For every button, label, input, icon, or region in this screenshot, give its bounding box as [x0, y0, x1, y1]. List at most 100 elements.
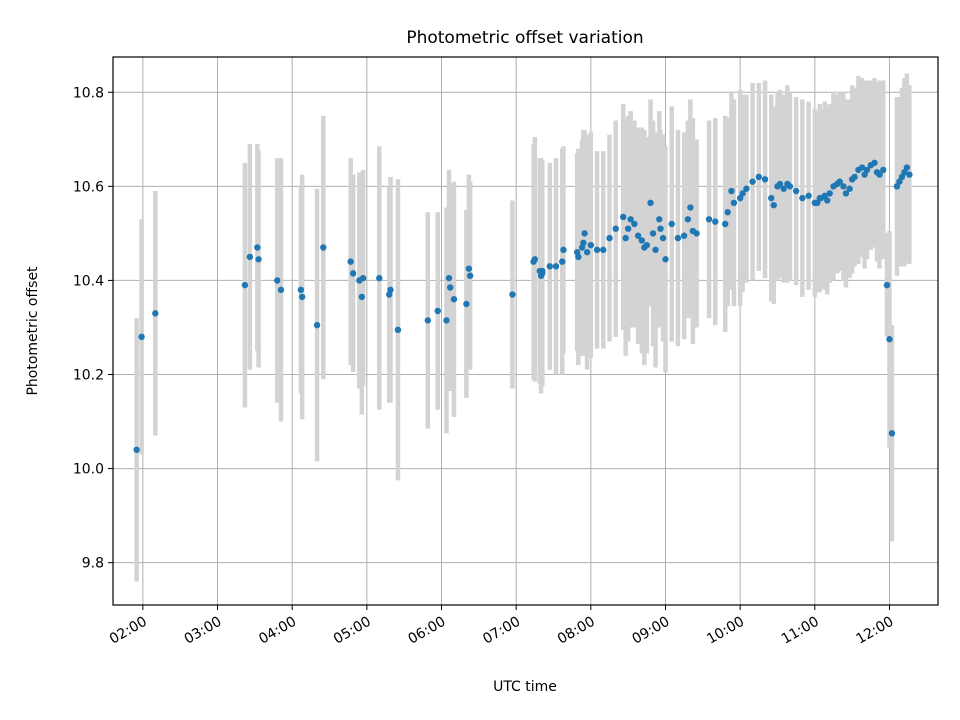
data-point — [656, 216, 663, 223]
data-point — [776, 180, 784, 188]
data-point — [359, 274, 367, 282]
data-point — [600, 246, 607, 254]
data-point — [739, 190, 746, 197]
data-point — [387, 286, 394, 294]
y-tick-label: 10.8 — [73, 85, 104, 101]
data-point — [842, 190, 850, 197]
data-point — [724, 209, 731, 216]
data-point — [846, 185, 853, 192]
data-point — [631, 220, 638, 228]
data-point — [722, 220, 729, 228]
data-point — [443, 317, 450, 324]
data-point — [297, 286, 305, 294]
data-point — [821, 192, 828, 199]
data-point — [313, 321, 321, 329]
data-point — [861, 171, 868, 178]
data-point — [736, 194, 744, 202]
data-point — [358, 293, 366, 301]
data-point — [851, 173, 858, 181]
data-point — [445, 274, 453, 282]
data-point — [643, 241, 651, 249]
data-point — [674, 234, 682, 242]
data-point — [622, 234, 629, 242]
data-point — [539, 267, 546, 275]
data-point — [612, 225, 619, 232]
y-tick-label: 10.4 — [73, 273, 104, 289]
data-point — [465, 265, 473, 272]
data-point — [901, 169, 908, 176]
data-point — [888, 430, 896, 437]
data-point — [552, 263, 560, 270]
data-point — [246, 253, 254, 261]
data-point — [627, 216, 634, 223]
y-tick-label: 10.0 — [73, 462, 104, 478]
data-point — [634, 232, 642, 239]
y-tick-label: 10.2 — [73, 368, 104, 384]
data-point — [347, 258, 354, 265]
data-point — [863, 166, 871, 174]
data-point — [277, 286, 285, 294]
data-point — [241, 281, 249, 289]
plot-frame — [112, 56, 939, 606]
data-point — [883, 281, 891, 289]
data-point — [684, 216, 692, 223]
data-point — [581, 230, 588, 237]
data-point — [546, 263, 553, 270]
data-point — [575, 253, 582, 261]
data-point — [705, 216, 713, 223]
data-point — [693, 230, 700, 237]
data-point — [133, 446, 140, 453]
chart-title: Photometric offset variation — [406, 28, 643, 48]
data-point — [531, 256, 539, 263]
data-point — [824, 197, 831, 204]
data-point — [255, 256, 262, 263]
data-point — [886, 336, 893, 343]
data-point — [138, 333, 145, 341]
data-point — [580, 239, 587, 247]
data-point — [768, 194, 775, 202]
data-point — [871, 159, 878, 167]
data-point — [466, 272, 474, 279]
data-point — [450, 296, 458, 303]
data-point — [840, 183, 847, 190]
grid — [113, 57, 938, 605]
data-point — [463, 300, 470, 308]
data-point — [619, 213, 627, 221]
y-axis-label: Photometric offset — [25, 266, 41, 396]
data-point — [898, 173, 906, 181]
data-point — [730, 199, 738, 207]
data-point — [749, 178, 756, 185]
data-point — [858, 164, 866, 171]
data-point — [728, 187, 735, 195]
data-point — [903, 164, 911, 171]
data-point — [770, 201, 777, 209]
data-point — [780, 185, 787, 192]
data-point — [376, 274, 383, 282]
data-point — [906, 171, 913, 178]
data-point — [652, 246, 659, 254]
data-point — [761, 176, 769, 183]
data-point — [668, 220, 675, 228]
data-point — [659, 234, 667, 242]
data-point — [649, 230, 657, 237]
data-point — [583, 249, 591, 256]
x-axis-label: UTC time — [493, 679, 557, 695]
data-point — [786, 183, 794, 190]
data-point — [680, 232, 688, 239]
data-point — [274, 277, 281, 284]
data-point — [647, 199, 654, 207]
data-point — [624, 225, 632, 232]
data-point — [657, 225, 664, 232]
data-point — [792, 187, 800, 195]
data-point — [893, 183, 901, 190]
data-point — [254, 244, 261, 251]
data-point — [662, 256, 669, 263]
data-point — [876, 171, 883, 178]
data-point — [805, 192, 812, 199]
data-point — [593, 246, 601, 254]
data-point — [424, 317, 432, 324]
data-point — [880, 166, 887, 174]
data-point — [836, 178, 843, 185]
data-point — [560, 246, 567, 254]
data-point — [606, 234, 613, 242]
